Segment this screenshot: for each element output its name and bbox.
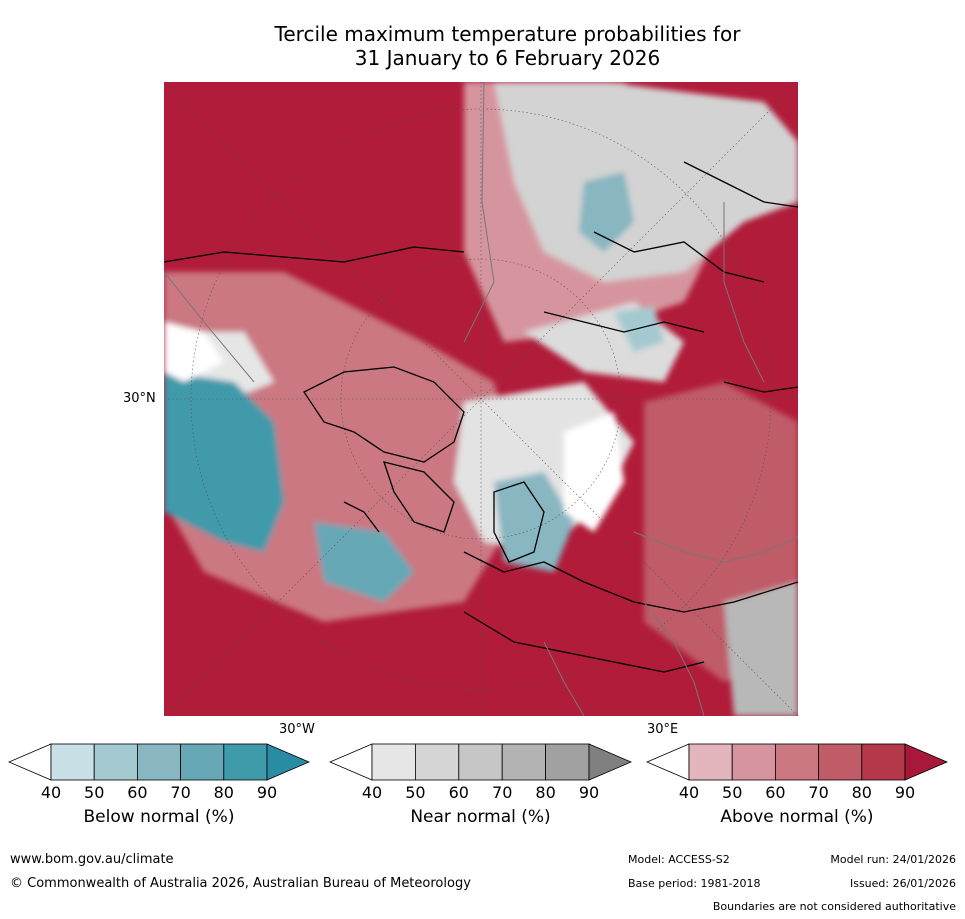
map-canvas — [164, 82, 798, 716]
near-normal-asia-region — [724, 582, 798, 716]
below-normal-swatch — [223, 743, 268, 781]
above-normal-colorbar-swatches — [645, 743, 949, 781]
above-normal-label: Above normal (%) — [720, 807, 874, 827]
below-normal-colorbar: 40 50 60 70 80 90 Below normal (%) — [7, 743, 311, 833]
below-normal-min-extend — [7, 743, 52, 781]
near-normal-label: Near normal (%) — [410, 807, 551, 827]
above-normal-min-extend — [645, 743, 690, 781]
near-normal-tick-label: 40 — [361, 783, 383, 802]
near-normal-ticks: 40 50 60 70 80 90 — [329, 783, 632, 803]
below-normal-tick-label: 70 — [170, 783, 191, 802]
above-normal-swatch — [731, 743, 776, 781]
near-normal-tick-label: 60 — [448, 783, 469, 802]
below-normal-atlantic-region — [314, 522, 414, 602]
above-normal-tick-label: 70 — [808, 783, 829, 802]
above-normal-tick-label: 80 — [851, 783, 872, 802]
below-normal-swatch — [50, 743, 95, 781]
below-normal-siberia-region — [579, 172, 634, 252]
longitude-label-30w: 30°W — [279, 722, 315, 737]
coastlines — [164, 161, 798, 673]
issued-text: Issued: 26/01/2026 — [849, 877, 956, 890]
below-normal-north-america-region — [164, 372, 284, 552]
website-link[interactable]: www.bom.gov.au/climate — [10, 852, 174, 867]
model-run-text: Model run: 24/01/2026 — [830, 853, 956, 866]
near-normal-swatch — [415, 743, 460, 781]
above-normal-tick-label: 40 — [678, 783, 700, 802]
near-normal-tick-label: 80 — [535, 783, 556, 802]
above-normal-ticks: 40 50 60 70 80 90 — [646, 783, 948, 803]
below-normal-swatch — [93, 743, 138, 781]
below-normal-tick-label: 60 — [127, 783, 148, 802]
near-normal-north-region — [494, 82, 798, 282]
copyright-text: © Commonwealth of Australia 2026, Austra… — [10, 876, 471, 891]
above-normal-swatch — [774, 743, 819, 781]
longitude-label-30e: 30°E — [647, 722, 679, 737]
near-normal-tick-label: 70 — [492, 783, 513, 802]
boundaries-note: Boundaries are not considered authoritat… — [712, 900, 956, 913]
below-normal-colorbar-swatches — [7, 743, 311, 781]
above-normal-tick-label: 90 — [894, 783, 916, 802]
near-normal-swatch — [501, 743, 546, 781]
above-normal-tick-label: 50 — [722, 783, 743, 802]
above-normal-tick-label: 60 — [765, 783, 786, 802]
below-normal-label: Below normal (%) — [83, 807, 235, 827]
probability-map — [164, 82, 798, 716]
base-period-text: Base period: 1981-2018 — [628, 877, 761, 890]
above-normal-swatch — [688, 743, 733, 781]
below-normal-tick-label: 50 — [84, 783, 105, 802]
near-normal-colorbar: 40 50 60 70 80 90 Near normal (%) — [328, 743, 633, 833]
near-normal-min-extend — [328, 743, 373, 781]
title-line-1: Tercile maximum temperature probabilitie… — [274, 22, 741, 46]
below-normal-tick-label: 90 — [256, 783, 278, 802]
country-borders — [164, 82, 798, 716]
near-normal-max-extend — [588, 743, 633, 781]
below-normal-swatch — [136, 743, 181, 781]
title-line-2: 31 January to 6 February 2026 — [354, 46, 661, 70]
near-normal-swatch — [371, 743, 416, 781]
chart-title: Tercile maximum temperature probabilitie… — [160, 22, 855, 70]
near-normal-colorbar-swatches — [328, 743, 633, 781]
latitude-label-30n: 30°N — [123, 391, 156, 406]
below-normal-central-asia-region — [614, 307, 664, 352]
near-normal-tick-label: 90 — [578, 783, 600, 802]
near-normal-swatch — [458, 743, 503, 781]
below-normal-tick-label: 80 — [213, 783, 234, 802]
above-normal-swatch — [818, 743, 863, 781]
below-normal-swatch — [180, 743, 225, 781]
below-normal-max-extend — [266, 743, 311, 781]
near-normal-tick-label: 50 — [405, 783, 426, 802]
no-signal-region-west — [164, 322, 224, 382]
no-signal-region — [564, 412, 624, 532]
below-normal-ticks: 40 50 60 70 80 90 — [8, 783, 310, 803]
graticule — [164, 82, 798, 716]
above-normal-swatch — [861, 743, 906, 781]
above-normal-colorbar: 40 50 60 70 80 90 Above normal (%) — [645, 743, 949, 833]
model-text: Model: ACCESS-S2 — [628, 853, 730, 866]
below-normal-tick-label: 40 — [40, 783, 62, 802]
near-normal-swatch — [545, 743, 590, 781]
below-normal-scandinavia-region — [494, 472, 574, 572]
above-normal-max-extend — [904, 743, 949, 781]
